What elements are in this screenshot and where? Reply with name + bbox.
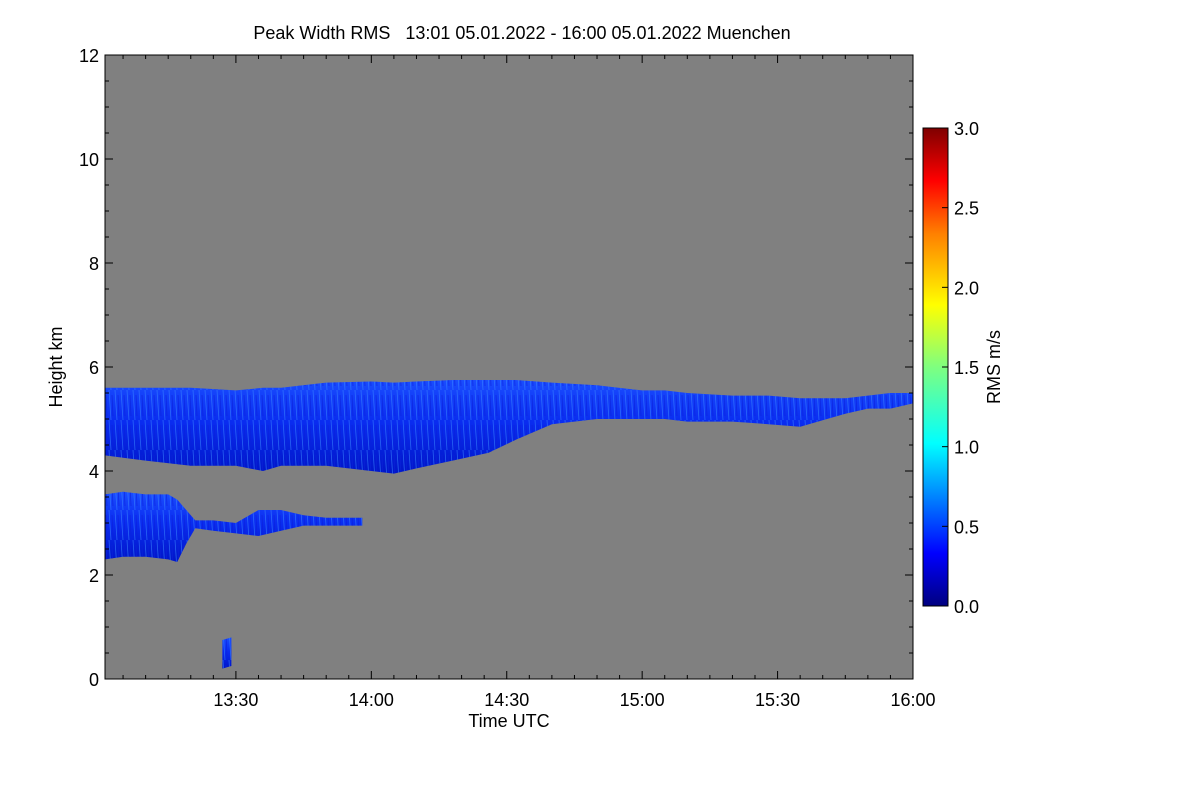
- colorbar-tick-label: 1.0: [954, 438, 979, 458]
- x-tick-label: 16:00: [890, 690, 935, 710]
- y-tick-label: 6: [89, 358, 99, 378]
- echo-layers: [105, 380, 913, 669]
- x-tick-label: 14:00: [349, 690, 394, 710]
- chart-title: Peak Width RMS 13:01 05.01.2022 - 16:00 …: [253, 23, 790, 43]
- colorbar-tick-label: 0.0: [954, 597, 979, 617]
- y-tick-label: 0: [89, 670, 99, 690]
- x-axis-label: Time UTC: [468, 711, 549, 731]
- y-tick-label: 12: [79, 46, 99, 66]
- colorbar-tick-label: 0.5: [954, 517, 979, 537]
- y-axis-label: Height km: [46, 326, 66, 407]
- y-tick-label: 8: [89, 254, 99, 274]
- plot-background: [105, 55, 913, 679]
- colorbar-ticks: 0.0 0.5 1.0 1.5 2.0 2.5 3.0: [942, 119, 979, 617]
- lower-cloud-layer-texture: [105, 491, 363, 562]
- upper-cloud-layer-texture: [105, 380, 913, 474]
- near-ground-echo-texture: [222, 637, 232, 669]
- colorbar-tick-label: 2.0: [954, 278, 979, 298]
- colorbar-tick-label: 2.5: [954, 199, 979, 219]
- y-axis: 0 2 4 6 8 10 12: [79, 46, 913, 690]
- y-tick-label: 4: [89, 462, 99, 482]
- x-tick-label: 15:30: [755, 690, 800, 710]
- y-tick-label: 2: [89, 566, 99, 586]
- x-tick-label: 15:00: [620, 690, 665, 710]
- x-tick-label: 13:30: [213, 690, 258, 710]
- y-tick-label: 10: [79, 150, 99, 170]
- colorbar-label: RMS m/s: [984, 330, 1004, 404]
- colorbar-tick-label: 3.0: [954, 119, 979, 139]
- colorbar-tick-label: 1.5: [954, 358, 979, 378]
- x-axis: 13:30 14:00 14:30 15:00 15:30 16:00: [122, 55, 936, 710]
- x-tick-label: 14:30: [484, 690, 529, 710]
